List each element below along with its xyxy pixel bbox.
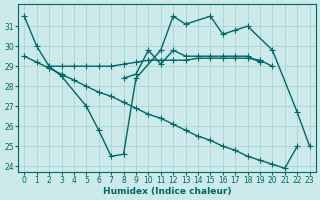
X-axis label: Humidex (Indice chaleur): Humidex (Indice chaleur)	[103, 187, 231, 196]
